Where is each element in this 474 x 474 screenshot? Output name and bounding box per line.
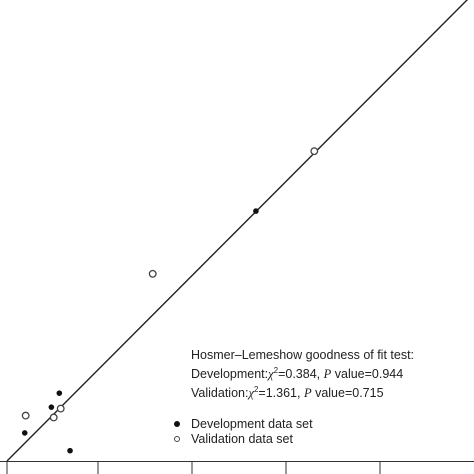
dev-label: Development: [191,367,269,382]
dev-p-value: value=0.944 [334,367,404,382]
legend-item-development: Development data set [174,416,313,431]
chi-superscript: 2 [273,366,279,375]
p-symbol: P [323,367,332,382]
val-label: Validation: [191,386,249,401]
validation-point [310,147,319,156]
annotation-heading: Hosmer–Lemeshow goodness of fit test: [191,348,415,362]
val-chi-value: =1.361, [258,386,301,401]
filled-circle-icon [174,420,180,427]
open-circle-icon [174,435,180,442]
chi-symbol: χ [248,386,254,401]
legend: Development data set Validation data set [174,416,313,446]
development-point [253,208,259,214]
reference-line [6,0,469,462]
development-point [67,447,73,454]
development-point [48,404,55,410]
legend-label: Validation data set [191,431,293,446]
legend-item-validation: Validation data set [174,431,313,446]
validation-point [21,411,30,420]
development-point [56,390,63,396]
annotation-development: Development:χ2=0.384, P value=0.944 [191,363,414,382]
annotation-validation: Validation:χ2=1.361, P value=0.715 [191,382,414,401]
legend-label: Development data set [191,416,313,431]
data-markers [21,147,319,454]
val-p-value: value=0.715 [315,386,384,401]
validation-point [49,413,58,422]
chi-symbol: χ [268,367,274,382]
dev-chi-value: =0.384, [278,367,321,382]
validation-point [148,269,157,278]
validation-point [56,404,65,413]
hosmer-lemeshow-annotation: Hosmer–Lemeshow goodness of fit test: De… [191,348,414,401]
development-point [21,430,28,436]
p-symbol: P [303,386,312,401]
chi-superscript: 2 [253,385,259,395]
